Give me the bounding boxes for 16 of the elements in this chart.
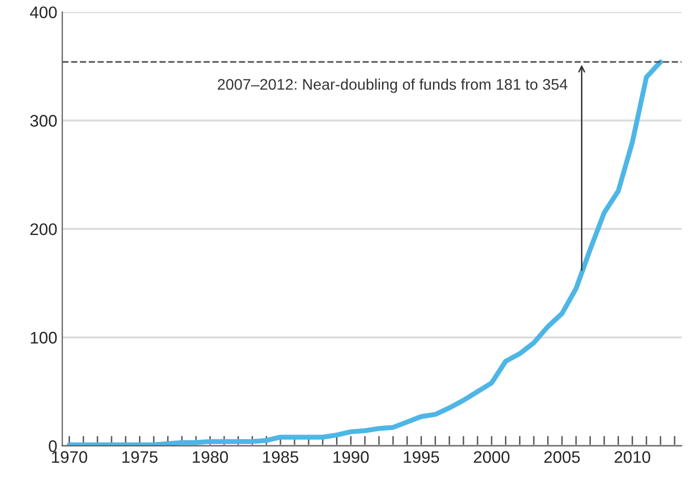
- x-tick-label: 1980: [192, 451, 228, 463]
- x-tick-label: 2000: [474, 451, 510, 463]
- x-tick-label: 1990: [334, 451, 369, 463]
- x-tick-label: 2005: [544, 451, 580, 463]
- y-tick-label: 100: [30, 332, 57, 344]
- y-tick-label: 300: [30, 114, 57, 127]
- x-tick-label: 1995: [404, 451, 440, 463]
- y-tick-label: 200: [30, 223, 57, 236]
- x-tick-label: 1970: [52, 451, 88, 463]
- y-tick-label: 400: [30, 6, 57, 18]
- x-tick-label: 2010: [614, 451, 650, 463]
- line-series: [66, 60, 663, 446]
- y-tick-label: 0: [48, 440, 57, 452]
- x-tick-label: 1975: [122, 451, 158, 463]
- annotation: 2007–2012: Near-doubling of funds from 181 to 354: [218, 78, 568, 93]
- x-tick-label: 1985: [263, 451, 298, 463]
